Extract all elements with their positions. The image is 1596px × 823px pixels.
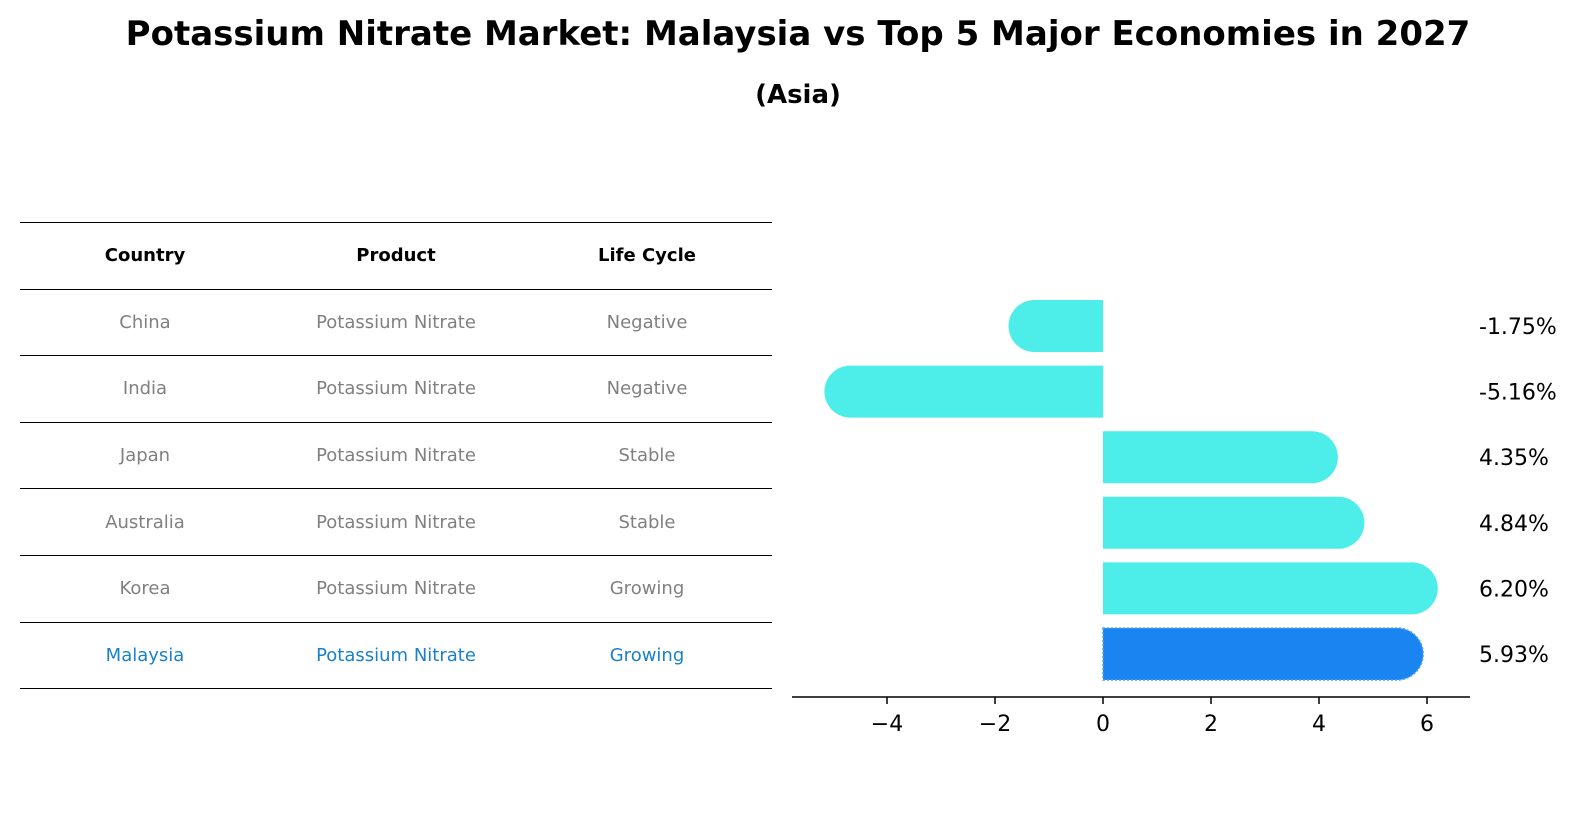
chart-title: Potassium Nitrate Market: Malaysia vs To…	[125, 14, 1471, 54]
value-label-china: -1.75%	[1479, 315, 1557, 340]
bar-malaysia	[1102, 627, 1424, 681]
country-cell: Malaysia	[105, 644, 185, 666]
table-row: Australia Potassium Nitrate Stable	[20, 489, 772, 556]
x-tick-label: 4	[1312, 712, 1326, 737]
x-tick-label: 6	[1420, 712, 1434, 737]
table-row: India Potassium Nitrate Negative	[20, 356, 772, 423]
table-row-highlight: Malaysia Potassium Nitrate Growing	[20, 623, 772, 690]
value-label-australia: 4.84%	[1479, 512, 1549, 537]
product-cell: Potassium Nitrate	[316, 378, 476, 400]
value-label-malaysia: 5.93%	[1479, 643, 1549, 668]
country-table: Country Product Life Cycle China Potassi…	[20, 222, 772, 690]
product-cell: Potassium Nitrate	[316, 511, 476, 533]
table-row: Japan Potassium Nitrate Stable	[20, 423, 772, 490]
life-cycle-cell: Growing	[609, 578, 685, 600]
product-cell: Potassium Nitrate	[316, 644, 476, 666]
life-cycle-cell: Growing	[609, 644, 685, 666]
x-tick-label: 0	[1096, 712, 1110, 737]
country-cell: India	[122, 378, 168, 400]
life-cycle-cell: Negative	[606, 311, 688, 333]
bar-korea	[1103, 562, 1438, 615]
chart-subtitle: (Asia)	[755, 80, 841, 110]
header-product: Product	[356, 245, 436, 267]
country-cell: Korea	[119, 578, 171, 600]
product-cell: Potassium Nitrate	[316, 311, 476, 333]
table-row: China Potassium Nitrate Negative	[20, 290, 772, 357]
product-cell: Potassium Nitrate	[316, 445, 476, 467]
life-cycle-cell: Stable	[618, 511, 676, 533]
table-header-row: Country Product Life Cycle	[20, 222, 772, 290]
value-label-korea: 6.20%	[1479, 577, 1549, 602]
country-cell: Australia	[105, 511, 185, 533]
header-life-cycle: Life Cycle	[598, 245, 696, 267]
bar-japan	[1103, 431, 1338, 484]
value-label-japan: 4.35%	[1479, 446, 1549, 471]
life-cycle-cell: Negative	[606, 378, 688, 400]
x-tick-label: −4	[871, 712, 903, 737]
country-cell: China	[119, 311, 171, 333]
bar-china	[1008, 300, 1103, 352]
product-cell: Potassium Nitrate	[316, 578, 476, 600]
bar-australia	[1103, 496, 1365, 549]
life-cycle-cell: Stable	[618, 445, 676, 467]
x-tick-label: 2	[1204, 712, 1218, 737]
x-tick-label: −2	[979, 712, 1011, 737]
country-cell: Japan	[119, 445, 171, 467]
table-row: Korea Potassium Nitrate Growing	[20, 556, 772, 623]
header-country: Country	[104, 245, 186, 267]
bar-india	[824, 365, 1103, 418]
value-label-india: -5.16%	[1479, 381, 1557, 406]
